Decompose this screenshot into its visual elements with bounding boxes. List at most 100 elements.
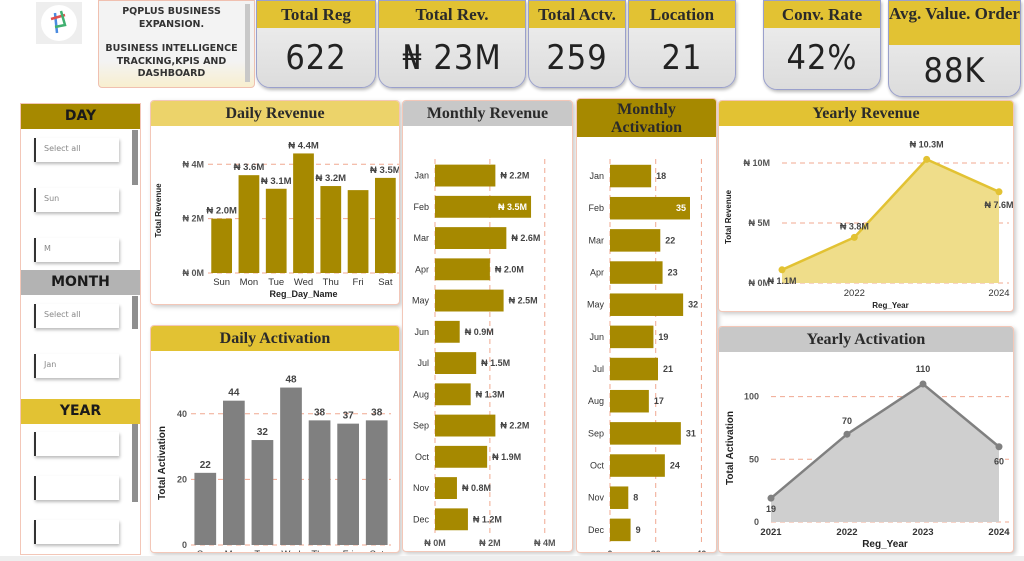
scrollbar[interactable] xyxy=(245,4,250,82)
y-tick-label: 40 xyxy=(177,409,187,419)
data-label: 8 xyxy=(633,493,638,503)
y-tick-label: Jun xyxy=(414,327,429,337)
data-label: ₦ 7.6M xyxy=(984,200,1013,210)
data-label: 38 xyxy=(371,407,383,418)
data-label: ₦ 2.2M xyxy=(500,421,529,431)
kpi-total-revenue: Total Rev. ₦ 23M xyxy=(378,0,526,88)
bar xyxy=(610,357,658,381)
y-tick-label: Mar xyxy=(589,235,605,245)
logo xyxy=(36,2,82,44)
daily-revenue-chart: Daily Revenue ₦ 0M ₦ 2M ₦ 4M ₦ 2.0M Sun ₦ 3.6M… xyxy=(150,100,400,305)
bar xyxy=(435,195,532,218)
data-label: ₦ 3.2M xyxy=(315,173,346,184)
year-option[interactable] xyxy=(34,432,119,456)
month-option[interactable]: Jan xyxy=(34,354,119,378)
slicer-panel: DAY Select all Sun M MONTH Select all Ja… xyxy=(20,103,141,555)
data-label: 24 xyxy=(670,461,680,471)
y-axis-title: Total Revenue xyxy=(154,183,163,238)
day-scrollbar[interactable] xyxy=(132,130,138,185)
bar xyxy=(435,445,488,468)
chart-title: Monthly Revenue xyxy=(403,101,572,126)
x-axis-title: Reg_Year xyxy=(872,301,908,310)
x-tick-label: 2022 xyxy=(836,527,857,538)
chart-title: Daily Revenue xyxy=(151,101,399,126)
day-option[interactable]: Sun xyxy=(34,188,119,212)
y-tick-label: May xyxy=(587,300,605,310)
y-tick-label: 0 xyxy=(182,540,187,550)
x-tick-label: Wed xyxy=(294,277,313,288)
data-label: ₦ 2.2M xyxy=(500,171,529,181)
bar xyxy=(610,325,654,349)
year-option[interactable] xyxy=(34,520,119,544)
data-label: 22 xyxy=(200,460,212,471)
year-option[interactable] xyxy=(34,476,119,500)
data-label: ₦ 1.3M xyxy=(476,389,505,399)
y-tick-label: Jul xyxy=(417,358,429,368)
x-tick-label: Mon xyxy=(225,549,243,553)
bar xyxy=(610,261,663,284)
kpi-label: Avg. Value. Order xyxy=(889,1,1020,45)
data-label: 31 xyxy=(686,428,696,438)
kpi-value: 88K xyxy=(923,51,986,91)
y-tick-label: Aug xyxy=(588,396,604,406)
x-axis-title: Total Revenue xyxy=(467,551,522,552)
y-tick-label: 20 xyxy=(177,474,187,484)
bar xyxy=(435,383,471,406)
series-line xyxy=(770,382,1000,500)
day-option[interactable]: Select all xyxy=(34,138,119,162)
report-subtitle: BUSINESS INTELLIGENCE TRACKING,KPIS AND … xyxy=(105,43,238,79)
bar xyxy=(610,518,631,542)
bar xyxy=(238,175,260,273)
data-label: 37 xyxy=(343,411,355,422)
data-label: 38 xyxy=(314,407,326,418)
bar xyxy=(610,229,661,252)
kpi-value: 42% xyxy=(786,38,858,78)
year-slicer-title: YEAR xyxy=(21,399,140,424)
monthly-revenue-chart: Monthly Revenue ₦ 0M ₦ 2M ₦ 4M ₦ 2.2M Jan ₦ 3.… xyxy=(402,100,573,552)
x-tick-label: Wed xyxy=(281,549,300,553)
x-tick-label: Fri xyxy=(353,277,364,288)
month-scrollbar[interactable] xyxy=(132,296,138,329)
kpi-value: 622 xyxy=(285,38,347,78)
x-tick-label: 2024 xyxy=(988,288,1009,299)
data-label: 44 xyxy=(228,388,240,399)
x-tick-label: ₦ 0M xyxy=(424,538,446,548)
year-scrollbar[interactable] xyxy=(132,424,138,502)
x-tick-label: Fri xyxy=(343,549,354,553)
x-tick-label: ₦ 4M xyxy=(534,538,556,548)
x-tick-label: Sun xyxy=(197,549,214,553)
x-axis-title: Reg_Day_Name xyxy=(269,289,337,299)
day-option[interactable]: M xyxy=(34,238,119,262)
data-label: 35 xyxy=(676,203,686,213)
bar xyxy=(435,164,496,187)
data-label: 60 xyxy=(994,457,1004,467)
monthly-activation-chart: Monthly Activation 0 20 40 18 Jan 35 Feb 22 Mar 23… xyxy=(576,98,717,553)
kpi-location: Location 21 xyxy=(628,0,736,88)
y-tick-label: Sep xyxy=(588,428,604,438)
x-tick-label: Thu xyxy=(311,549,327,553)
bar xyxy=(374,177,396,273)
y-tick-label: Jun xyxy=(589,332,604,342)
data-label: 17 xyxy=(654,396,664,406)
bar xyxy=(251,440,274,545)
kpi-value: 259 xyxy=(546,38,608,78)
bar xyxy=(435,477,457,499)
chart-title: Yearly Revenue xyxy=(719,101,1013,126)
y-tick-label: Apr xyxy=(415,264,429,274)
x-tick-label: 2022 xyxy=(844,288,865,299)
data-label: ₦ 10.3M xyxy=(910,139,944,149)
bar xyxy=(435,289,504,312)
y-tick-label: Jan xyxy=(414,171,429,181)
data-label: ₦ 3.5M xyxy=(498,202,527,212)
chart-title: Yearly Activation xyxy=(719,327,1013,352)
bottom-bar xyxy=(0,556,1024,561)
data-label: ₦ 4.4M xyxy=(288,140,319,151)
month-option[interactable]: Select all xyxy=(34,304,119,328)
y-tick-label: Jan xyxy=(589,171,604,181)
data-label: 32 xyxy=(688,300,698,310)
data-point xyxy=(923,155,931,163)
data-label: 32 xyxy=(257,427,269,438)
data-point xyxy=(995,188,1003,196)
kpi-label: Total Rev. xyxy=(379,1,525,28)
data-label: 22 xyxy=(665,235,675,245)
